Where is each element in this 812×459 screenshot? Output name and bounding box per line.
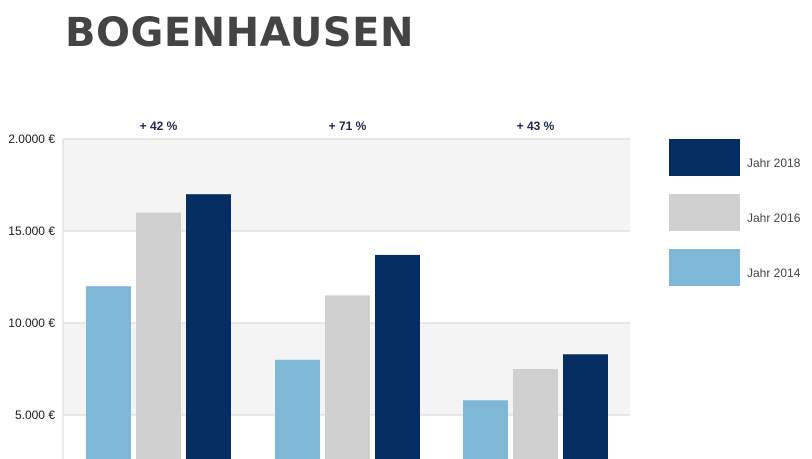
legend-label: Jahr 2018 <box>747 156 801 170</box>
group-annotation: + 42 % <box>140 119 178 133</box>
legend-label: Jahr 2014 <box>747 266 801 280</box>
bar <box>563 354 608 459</box>
bars <box>86 194 608 459</box>
bar <box>325 295 370 459</box>
group-annotation: + 71 % <box>329 119 367 133</box>
y-tick-label: 10.000 € <box>8 316 55 330</box>
y-tick-labels: 5.000 € 10.000 € 15.000 € 2.0000 € <box>8 132 55 422</box>
legend: Jahr 2018 Jahr 2016 Jahr 2014 <box>669 139 801 286</box>
bar <box>275 359 320 459</box>
bar <box>463 400 508 459</box>
y-tick-label: 5.000 € <box>15 408 55 422</box>
group-annotation: + 43 % <box>517 119 555 133</box>
legend-swatch <box>669 194 740 231</box>
bar <box>513 369 558 459</box>
legend-label: Jahr 2016 <box>747 211 801 225</box>
y-tick-label: 15.000 € <box>8 224 55 238</box>
chart-title: BOGENHAUSEN <box>65 10 414 56</box>
y-tick-label: 2.0000 € <box>8 132 55 146</box>
legend-swatch <box>669 249 740 286</box>
bar <box>136 212 181 459</box>
bar <box>375 254 420 459</box>
bar <box>86 286 131 459</box>
group-annotations: + 42 % + 71 % + 43 % <box>140 119 555 133</box>
legend-swatch <box>669 139 740 176</box>
bar <box>186 194 231 459</box>
